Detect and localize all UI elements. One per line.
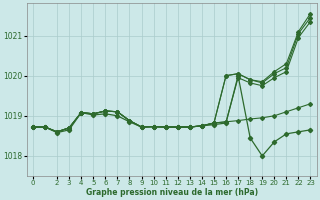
X-axis label: Graphe pression niveau de la mer (hPa): Graphe pression niveau de la mer (hPa) xyxy=(86,188,258,197)
